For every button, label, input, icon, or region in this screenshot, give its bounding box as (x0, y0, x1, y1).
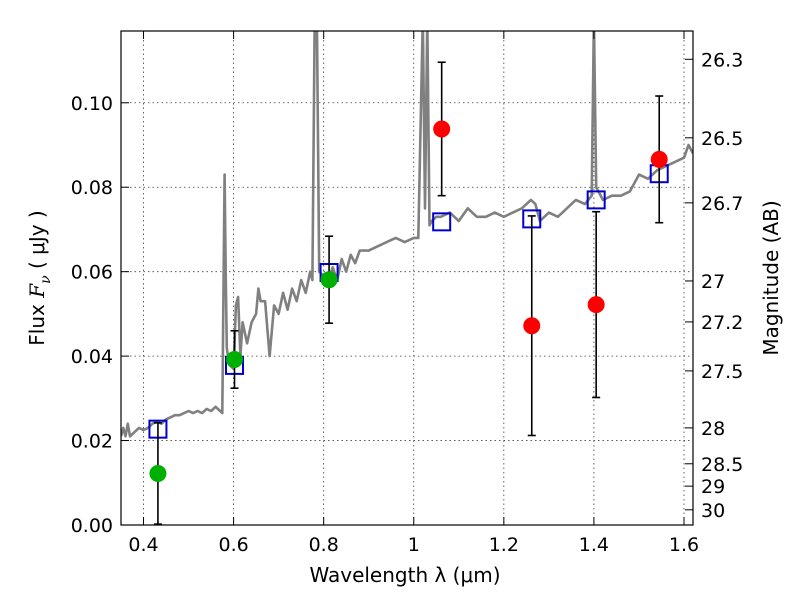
y-tick-label: 0.04 (71, 346, 113, 368)
y2-tick-label: 27.5 (701, 361, 743, 383)
x-tick-label: 0.8 (309, 534, 339, 556)
y-tick-label: 0.02 (71, 431, 113, 453)
measured-flux-point (523, 317, 541, 335)
marks-layer (148, 61, 669, 525)
y2-tick-label: 27.2 (701, 312, 743, 334)
y2-tick-label: 29 (701, 476, 725, 498)
model-photometry-square (586, 190, 606, 210)
y-axis-label-symbol: F (25, 283, 49, 299)
x-tick-label: 1.2 (489, 534, 519, 556)
y-axis-label-post: ( μJy ) (25, 210, 49, 275)
measured-flux-point (587, 296, 605, 314)
y2-tick-label: 28.5 (701, 454, 743, 476)
y2-tick-label: 27 (701, 271, 725, 293)
x-tick-label: 1.6 (669, 534, 699, 556)
y-axis-label: Flux Fν ( μJy ) (25, 210, 54, 345)
measured-flux-point (225, 350, 243, 368)
measured-flux-point (149, 464, 167, 482)
y-tick-label: 0.00 (71, 515, 113, 537)
y-axis-label-subscript: ν (38, 275, 54, 284)
model-photometry-square (432, 212, 452, 232)
spectrum-line (121, 31, 693, 438)
x-tick-label: 1 (408, 534, 420, 556)
y-tick-label: 0.06 (71, 262, 113, 284)
measured-flux-point (320, 271, 338, 289)
x-tick-label: 1.4 (579, 534, 609, 556)
y-axis-label-pre: Flux (25, 298, 49, 346)
y-tick-label: 0.08 (71, 177, 113, 199)
y2-tick-label: 30 (701, 500, 725, 522)
y2-tick-label: 26.7 (701, 193, 743, 215)
y2-tick-label: 28 (701, 418, 725, 440)
y2-axis-label: Magnitude (AB) (759, 200, 783, 355)
y2-tick-label: 26.5 (701, 128, 743, 150)
x-axis-label: Wavelength λ (μm) (309, 563, 500, 587)
x-tick-label: 0.6 (218, 534, 248, 556)
y2-tick-label: 26.3 (701, 49, 743, 71)
measured-flux-point (650, 150, 668, 168)
axis-layer: 0.4 0.6 0.8 1 1.2 1.4 1.6 0.00 0.02 0.04 0.06 0.08 0… (71, 31, 743, 556)
grid-layer (121, 31, 693, 526)
plot-frame (120, 30, 694, 526)
spectrum-layer (121, 31, 693, 438)
measured-flux-point (433, 120, 451, 138)
x-tick-label: 0.4 (128, 534, 158, 556)
y-tick-label: 0.10 (71, 93, 113, 115)
